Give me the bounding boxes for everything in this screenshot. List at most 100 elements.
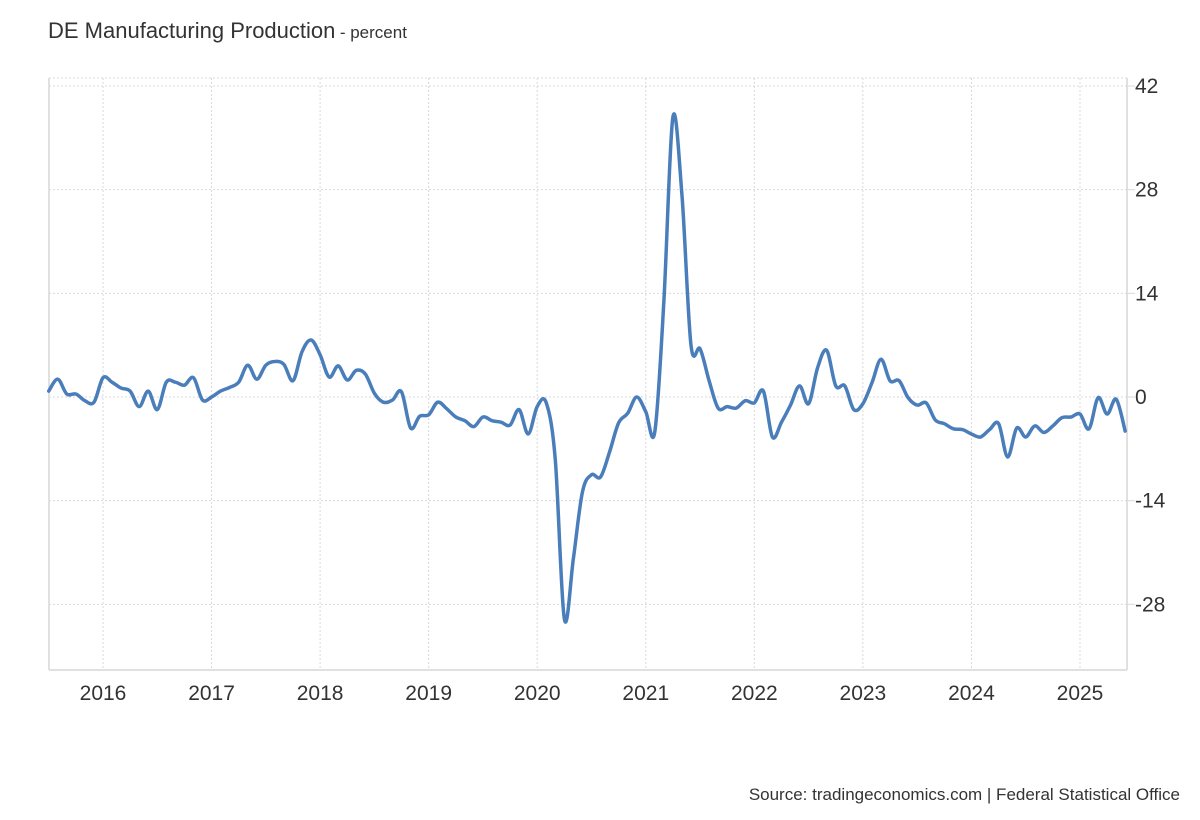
data-point <box>363 372 367 376</box>
data-point <box>988 428 992 432</box>
data-point <box>770 435 774 439</box>
data-point <box>1114 397 1118 401</box>
y-tick-label: 0 <box>1135 386 1147 409</box>
data-point <box>146 389 150 393</box>
data-point <box>1105 412 1109 416</box>
data-point <box>56 377 60 381</box>
data-point <box>499 420 503 424</box>
data-point <box>318 353 322 357</box>
data-point <box>246 363 250 367</box>
data-point <box>472 425 476 429</box>
data-point <box>626 411 630 415</box>
data-point <box>789 403 793 407</box>
data-point <box>445 407 449 411</box>
data-point <box>327 375 331 379</box>
data-point <box>427 413 431 417</box>
axes <box>48 78 1128 671</box>
data-point <box>933 418 937 422</box>
data-point <box>979 435 983 439</box>
x-tick-label: 2016 <box>80 682 127 705</box>
data-point <box>581 490 585 494</box>
x-tick-label: 2019 <box>405 682 452 705</box>
data-point <box>137 405 141 409</box>
x-tick-label: 2025 <box>1057 682 1104 705</box>
data-point <box>644 410 648 414</box>
data-point <box>481 415 485 419</box>
data-point <box>490 419 494 423</box>
data-point <box>798 384 802 388</box>
x-tick-label: 2017 <box>188 682 235 705</box>
data-point <box>834 384 838 388</box>
data-point <box>716 406 720 410</box>
data-point <box>535 405 539 409</box>
x-tick-label: 2020 <box>514 682 561 705</box>
data-point <box>83 399 87 403</box>
data-point <box>680 194 684 198</box>
data-point <box>192 376 196 380</box>
series-line <box>46 112 1127 624</box>
data-point <box>807 402 811 406</box>
data-point <box>870 381 874 385</box>
data-point <box>707 379 711 383</box>
data-point <box>463 419 467 423</box>
data-point <box>155 408 159 412</box>
data-point <box>454 415 458 419</box>
data-point <box>879 357 883 361</box>
data-point <box>852 408 856 412</box>
data-point <box>354 368 358 372</box>
y-tick-label: -28 <box>1135 593 1165 616</box>
y-tick-label: 14 <box>1135 282 1159 305</box>
data-point <box>110 380 114 384</box>
data-point <box>237 380 241 384</box>
data-point <box>1042 431 1046 435</box>
data-point <box>743 399 747 403</box>
data-point <box>391 398 395 402</box>
data-point <box>219 389 223 393</box>
data-point <box>164 380 168 384</box>
data-point <box>372 391 376 395</box>
data-point <box>65 392 69 396</box>
data-point <box>906 396 910 400</box>
data-point <box>255 377 259 381</box>
y-tick-label: -14 <box>1135 490 1166 513</box>
data-point <box>436 400 440 404</box>
data-point <box>409 426 413 430</box>
data-point <box>210 395 214 399</box>
x-tick-label: 2021 <box>622 682 669 705</box>
data-point <box>617 421 621 425</box>
data-point <box>173 380 177 384</box>
data-point <box>182 383 186 387</box>
data-point <box>1024 435 1028 439</box>
data-point <box>942 422 946 426</box>
y-tick-label: 42 <box>1135 75 1158 98</box>
data-point <box>997 422 1001 426</box>
data-point <box>228 385 232 389</box>
data-point <box>653 430 657 434</box>
data-point <box>825 348 829 352</box>
data-point <box>1051 424 1055 428</box>
data-point <box>1069 415 1073 419</box>
data-point <box>418 414 422 418</box>
data-point <box>924 401 928 405</box>
data-point <box>969 432 973 436</box>
data-point <box>689 343 693 347</box>
data-point <box>734 406 738 410</box>
data-point <box>1033 424 1037 428</box>
data-point <box>671 115 675 119</box>
data-point <box>780 420 784 424</box>
source-note: Source: tradingeconomics.com | Federal S… <box>748 785 1180 804</box>
data-point <box>816 365 820 369</box>
data-point <box>599 475 603 479</box>
data-point <box>951 427 955 431</box>
data-point <box>119 386 123 390</box>
chart-title: DE Manufacturing Production - percent <box>48 18 407 44</box>
data-point <box>1060 416 1064 420</box>
data-point <box>400 390 404 394</box>
data-point <box>300 350 304 354</box>
data-point <box>273 360 277 364</box>
data-point <box>92 400 96 404</box>
data-point <box>553 458 557 462</box>
y-axis-ticks: 42 28 14 0 -14 -28 <box>1127 75 1166 616</box>
data-point <box>1015 426 1019 430</box>
data-point <box>662 299 666 303</box>
